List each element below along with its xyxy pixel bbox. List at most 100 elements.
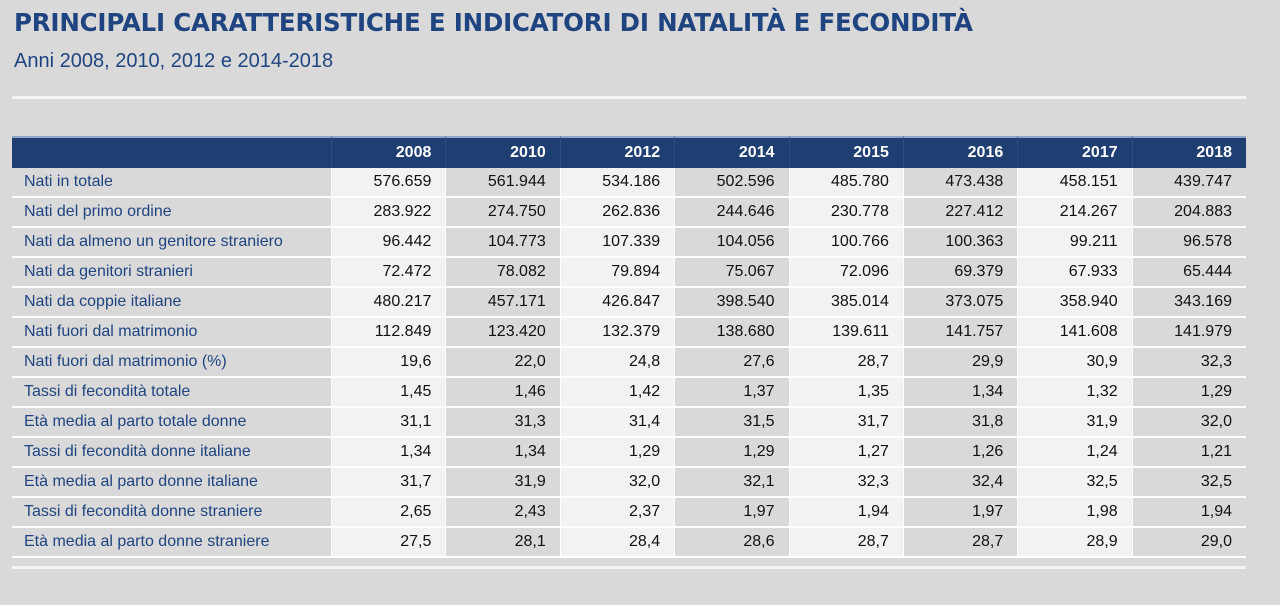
table-cell: 69.379 <box>902 258 1018 288</box>
table-cell: 1,34 <box>902 378 1018 408</box>
table-body: Nati in totale 576.659 561.944 534.186 502.5… <box>12 168 1246 558</box>
column-header: 2015 <box>788 136 903 168</box>
header-row: 2008 2010 2012 2014 2015 2016 2017 2018 <box>12 136 1246 168</box>
table-cell: 99.211 <box>1017 228 1132 258</box>
bottom-divider <box>12 566 1246 569</box>
table-cell: 1,45 <box>331 378 446 408</box>
table-cell: 1,26 <box>902 438 1018 468</box>
row-label: Nati in totale <box>12 168 331 198</box>
table-row: Nati del primo ordine 283.922 274.750 262.8… <box>12 198 1246 228</box>
column-header: 2012 <box>559 136 675 168</box>
table-cell: 1,29 <box>559 438 675 468</box>
table-cell: 32,5 <box>1017 468 1132 498</box>
table-cell: 457.171 <box>445 288 560 318</box>
table-cell: 1,34 <box>445 438 560 468</box>
table-cell: 31,4 <box>559 408 675 438</box>
table-cell: 561.944 <box>445 168 560 198</box>
column-header: 2008 <box>331 136 446 168</box>
table-cell: 31,9 <box>445 468 560 498</box>
table-cell: 24,8 <box>559 348 675 378</box>
table-cell: 32,4 <box>902 468 1018 498</box>
table-cell: 78.082 <box>445 258 560 288</box>
table-cell: 31,9 <box>1017 408 1132 438</box>
table-cell: 19,6 <box>331 348 446 378</box>
table-row: Nati da almeno un genitore straniero 96.4… <box>12 228 1246 258</box>
column-header: 2014 <box>674 136 789 168</box>
table-cell: 274.750 <box>445 198 560 228</box>
indicators-table: 2008 2010 2012 2014 2015 2016 2017 2018 Nati in… <box>12 136 1246 558</box>
table-cell: 96.442 <box>331 228 446 258</box>
table-cell: 79.894 <box>559 258 675 288</box>
table-cell: 31,7 <box>331 468 446 498</box>
table-cell: 343.169 <box>1131 288 1246 318</box>
page-subtitle: Anni 2008, 2010, 2012 e 2014-2018 <box>14 50 334 72</box>
table-cell: 32,5 <box>1131 468 1246 498</box>
table-header: 2008 2010 2012 2014 2015 2016 2017 2018 <box>12 136 1246 168</box>
table-row: Età media al parto donne straniere 27,5 28… <box>12 528 1246 558</box>
table-cell: 31,3 <box>445 408 560 438</box>
table-cell: 67.933 <box>1017 258 1132 288</box>
table-cell: 28,9 <box>1017 528 1132 558</box>
table-cell: 358.940 <box>1017 288 1132 318</box>
table-cell: 534.186 <box>559 168 675 198</box>
table-cell: 1,21 <box>1131 438 1246 468</box>
table-cell: 28,4 <box>559 528 675 558</box>
table-cell: 22,0 <box>445 348 560 378</box>
column-header: 2016 <box>902 136 1018 168</box>
table-row: Nati da coppie italiane 480.217 457.171 426… <box>12 288 1246 318</box>
table-cell: 485.780 <box>788 168 903 198</box>
row-label: Nati fuori dal matrimonio (%) <box>12 348 331 378</box>
column-header: 2018 <box>1131 136 1246 168</box>
table-cell: 30,9 <box>1017 348 1132 378</box>
table-cell: 138.680 <box>674 318 789 348</box>
table-cell: 1,27 <box>788 438 903 468</box>
column-header: 2010 <box>445 136 560 168</box>
table-cell: 502.596 <box>674 168 789 198</box>
table-cell: 1,46 <box>445 378 560 408</box>
table-cell: 28,6 <box>674 528 789 558</box>
table-cell: 65.444 <box>1131 258 1246 288</box>
table-cell: 31,7 <box>788 408 903 438</box>
table-cell: 32,3 <box>788 468 903 498</box>
table-cell: 1,94 <box>1131 498 1246 528</box>
table-cell: 1,97 <box>674 498 789 528</box>
table-cell: 141.979 <box>1131 318 1246 348</box>
table-cell: 31,1 <box>331 408 446 438</box>
table-cell: 28,7 <box>788 528 903 558</box>
table-cell: 1,37 <box>674 378 789 408</box>
table-cell: 1,97 <box>902 498 1018 528</box>
table-row: Nati fuori dal matrimonio (%) 19,6 22,0 24,… <box>12 348 1246 378</box>
table-cell: 458.151 <box>1017 168 1132 198</box>
table-cell: 1,94 <box>788 498 903 528</box>
table-cell: 1,34 <box>331 438 446 468</box>
table-cell: 123.420 <box>445 318 560 348</box>
table-cell: 214.267 <box>1017 198 1132 228</box>
table-cell: 1,98 <box>1017 498 1132 528</box>
table-cell: 204.883 <box>1131 198 1246 228</box>
table-cell: 141.757 <box>902 318 1018 348</box>
page-title: PRINCIPALI CARATTERISTICHE E INDICATORI … <box>14 8 973 37</box>
table-cell: 1,29 <box>1131 378 1246 408</box>
table-cell: 31,8 <box>902 408 1018 438</box>
table-cell: 27,5 <box>331 528 446 558</box>
table-cell: 29,0 <box>1131 528 1246 558</box>
table-cell: 398.540 <box>674 288 789 318</box>
table-cell: 227.412 <box>902 198 1018 228</box>
table-cell: 473.438 <box>902 168 1018 198</box>
table-cell: 28,7 <box>902 528 1018 558</box>
table-cell: 576.659 <box>331 168 446 198</box>
table-cell: 426.847 <box>559 288 675 318</box>
table-cell: 72.472 <box>331 258 446 288</box>
table-cell: 107.339 <box>559 228 675 258</box>
table-cell: 100.766 <box>788 228 903 258</box>
table-cell: 2,65 <box>331 498 446 528</box>
table-cell: 244.646 <box>674 198 789 228</box>
table-cell: 104.056 <box>674 228 789 258</box>
table-cell: 96.578 <box>1131 228 1246 258</box>
table-row: Nati in totale 576.659 561.944 534.186 502.5… <box>12 168 1246 198</box>
table-cell: 32,0 <box>1131 408 1246 438</box>
table-cell: 112.849 <box>331 318 446 348</box>
table-row: Nati da genitori stranieri 72.472 78.082 79… <box>12 258 1246 288</box>
table-cell: 283.922 <box>331 198 446 228</box>
table-row: Età media al parto totale donne 31,1 31,3 3… <box>12 408 1246 438</box>
